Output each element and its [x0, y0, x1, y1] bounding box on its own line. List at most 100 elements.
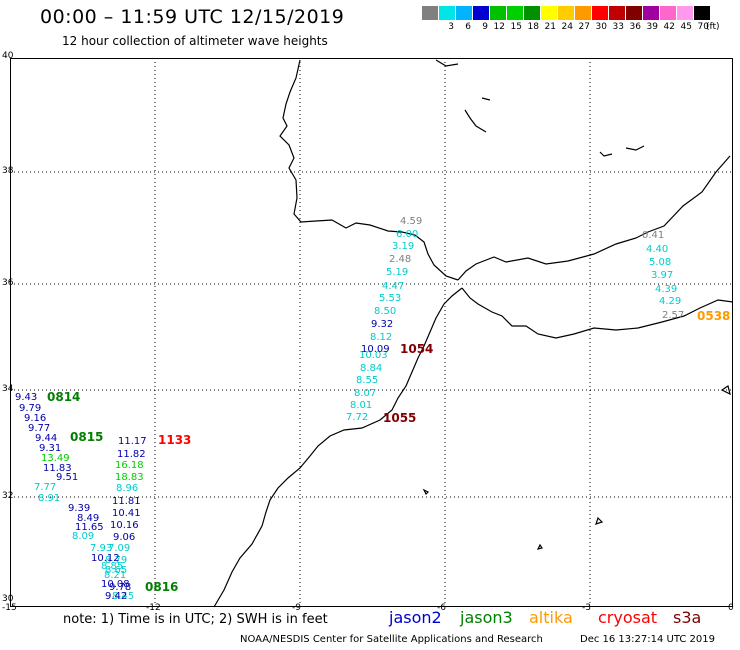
track-time-label: 1055 [383, 411, 417, 425]
track-time-label: 1054 [400, 342, 434, 356]
wave-value: 4.39 [655, 284, 678, 295]
wave-value: 16.18 [115, 460, 144, 471]
track-time-label: 0815 [70, 430, 104, 444]
map-title: 00:00 – 11:59 UTC 12/15/2019 [40, 6, 345, 28]
island-3 [536, 543, 543, 550]
coastline-spain [457, 155, 731, 281]
color-scale-swatch [490, 6, 507, 20]
wave-value: 8.21 [104, 570, 127, 581]
lat-label-32: 32 [2, 491, 14, 501]
wave-value: 8.79 [105, 555, 128, 566]
wave-value: 9.39 [68, 503, 91, 514]
color-scale-label: 39 [646, 22, 658, 32]
wave-value: 8.55 [356, 375, 379, 386]
wave-value: 7.09 [108, 543, 131, 554]
wave-value: 11.65 [75, 522, 104, 533]
wave-value: 5.53 [379, 293, 402, 304]
wave-value: 11.83 [43, 463, 72, 474]
coastline-north-africa [461, 287, 734, 339]
color-scale-bar [422, 6, 711, 20]
wave-value: 4.47 [382, 281, 405, 292]
color-scale-label: 42 [663, 22, 675, 32]
coastline-portugal [279, 59, 459, 281]
wave-value: 7.93 [90, 543, 113, 554]
color-scale-swatch [592, 6, 609, 20]
wave-value: 4.59 [400, 216, 423, 227]
wave-value: 10.08 [101, 579, 130, 590]
wave-value: 3.19 [392, 241, 415, 252]
coastline-spain-north [435, 59, 645, 157]
wave-value: 8.07 [354, 388, 377, 399]
coastline [213, 59, 734, 608]
wave-value: 0.41 [642, 230, 665, 241]
island-2 [595, 516, 604, 525]
color-scale-swatch [439, 6, 456, 20]
track-time-label: 0538 [697, 309, 731, 323]
color-scale-label: 24 [561, 22, 573, 32]
lon-label-12: -12 [146, 603, 161, 613]
wave-value: 9.44 [35, 433, 58, 444]
timestamp-text: Dec 16 13:27:14 UTC 2019 [580, 634, 715, 645]
wave-value: 7.77 [34, 482, 57, 493]
wave-value: 8.50 [374, 306, 397, 317]
coastline-morocco-atlantic [213, 287, 463, 608]
credit-text: NOAA/NESDIS Center for Satellite Applica… [240, 634, 543, 645]
wave-value: 9.43 [15, 392, 38, 403]
wave-value: 9.31 [39, 443, 62, 454]
wave-value: 13.49 [41, 453, 70, 464]
color-scale-unit: (ft) [706, 22, 720, 32]
color-scale-swatch [660, 6, 677, 20]
color-scale-swatch [456, 6, 473, 20]
wave-value: 8.91 [38, 493, 61, 504]
color-scale-label: 9 [482, 22, 488, 32]
color-scale-swatch [507, 6, 524, 20]
wave-value: 9.16 [24, 413, 47, 424]
wave-value: 11.17 [118, 436, 147, 447]
gridlines [10, 58, 733, 607]
lat-label-30: 30 [2, 594, 14, 604]
track-time-label: 0814 [47, 390, 81, 404]
color-scale-label: 33 [612, 22, 624, 32]
color-scale-label: 45 [680, 22, 692, 32]
color-scale-label: 70 [697, 22, 709, 32]
color-scale-swatch [575, 6, 592, 20]
units-note: note: 1) Time is in UTC; 2) SWH is in fe… [63, 612, 328, 627]
map-frame [10, 58, 733, 607]
wave-value: 9.51 [56, 472, 79, 483]
island-4 [720, 385, 731, 396]
color-scale-swatch [558, 6, 575, 20]
color-scale-label: 30 [595, 22, 607, 32]
wave-value: 3.97 [651, 270, 674, 281]
wave-value: 8.12 [370, 332, 393, 343]
map-subtitle: 12 hour collection of altimeter wave hei… [62, 34, 328, 48]
color-scale-label: 27 [578, 22, 590, 32]
legend-altika: altika [529, 608, 573, 627]
wave-value: 2.48 [389, 254, 412, 265]
track-time-label: 1133 [158, 433, 192, 447]
legend-jason3: jason3 [460, 608, 513, 627]
lon-label-15: -15 [2, 603, 17, 613]
wave-value: 10.09 [361, 344, 390, 355]
wave-value: 11.82 [117, 449, 146, 460]
wave-value: 6.00 [396, 229, 419, 240]
color-scale-swatch [626, 6, 643, 20]
color-scale-swatch [422, 6, 439, 20]
wave-value: 8.85 [101, 561, 124, 572]
wave-value: 10.16 [110, 520, 139, 531]
wave-value: 2.57 [662, 310, 685, 321]
wave-value: 8.49 [77, 513, 100, 524]
island-1 [422, 488, 430, 496]
lat-label-40: 40 [2, 51, 14, 61]
color-scale-swatch [643, 6, 660, 20]
wave-value: 10.03 [359, 350, 388, 361]
lat-label-36: 36 [2, 278, 14, 288]
legend-cryosat: cryosat [598, 608, 658, 627]
wave-value: 4.40 [646, 244, 669, 255]
wave-value: 10.41 [112, 508, 141, 519]
wave-value: 4.29 [659, 296, 682, 307]
color-scale-swatch [609, 6, 626, 20]
legend-s3a: s3a [673, 608, 702, 627]
wave-value: 10.12 [91, 553, 120, 564]
